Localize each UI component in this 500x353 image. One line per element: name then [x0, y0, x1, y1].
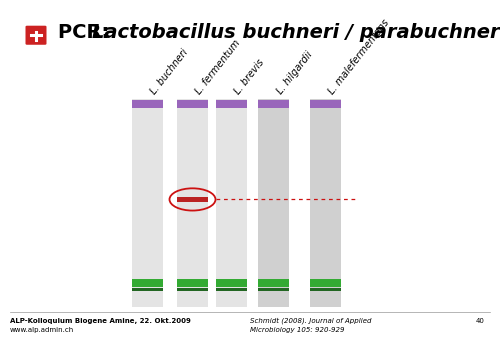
FancyBboxPatch shape	[26, 26, 46, 45]
Bar	[177, 99, 208, 307]
Bar	[310, 100, 340, 108]
Bar	[216, 279, 246, 287]
Text: www.alp.admin.ch: www.alp.admin.ch	[10, 327, 74, 333]
Bar	[310, 99, 340, 307]
Text: PCR:: PCR:	[58, 23, 116, 42]
Text: L. hilgardii: L. hilgardii	[275, 49, 314, 96]
Bar	[177, 197, 208, 202]
Bar	[216, 99, 246, 307]
Bar	[258, 99, 289, 307]
Text: L. fermentum: L. fermentum	[194, 38, 242, 96]
Text: Lactobacillus buchneri / parabuchneri: Lactobacillus buchneri / parabuchneri	[92, 23, 500, 42]
Bar	[177, 100, 208, 108]
Bar	[258, 288, 289, 291]
Text: ALP-Kolloquium Biogene Amine, 22. Okt.2009: ALP-Kolloquium Biogene Amine, 22. Okt.20…	[10, 318, 191, 324]
Bar	[132, 279, 163, 287]
Text: Schmidt (2008). Journal of Applied: Schmidt (2008). Journal of Applied	[250, 318, 372, 324]
Bar	[177, 279, 208, 287]
Bar	[258, 100, 289, 108]
Bar	[310, 288, 340, 291]
Text: Microbiology 105: 920-929: Microbiology 105: 920-929	[250, 327, 344, 333]
Bar	[310, 279, 340, 287]
Text: 40: 40	[476, 318, 485, 324]
Bar	[132, 100, 163, 108]
Bar	[258, 279, 289, 287]
Text: L. brevis: L. brevis	[232, 57, 266, 96]
Bar	[132, 99, 163, 307]
Text: L. buchneri: L. buchneri	[149, 47, 190, 96]
Bar	[216, 100, 246, 108]
Bar	[132, 288, 163, 291]
Bar	[177, 288, 208, 291]
Text: L. malefermentans: L. malefermentans	[326, 17, 391, 96]
Bar	[216, 288, 246, 291]
